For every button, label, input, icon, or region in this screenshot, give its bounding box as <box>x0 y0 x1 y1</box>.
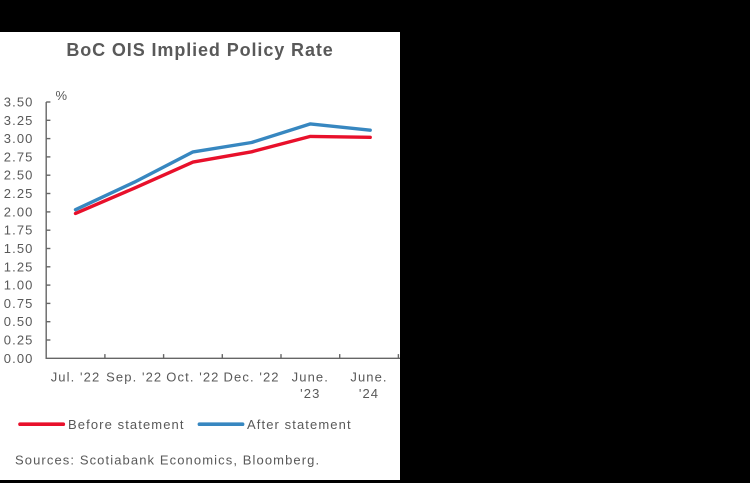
svg-text:0.50: 0.50 <box>4 314 34 329</box>
svg-text:1.00: 1.00 <box>4 278 34 293</box>
svg-text:'23: '23 <box>300 386 320 401</box>
svg-text:After statement: After statement <box>247 417 352 432</box>
svg-text:June.: June. <box>292 369 329 384</box>
svg-text:%: % <box>56 88 68 103</box>
svg-text:Sources: Scotiabank Economics,: Sources: Scotiabank Economics, Bloomberg… <box>15 453 320 468</box>
svg-text:'24: '24 <box>359 386 379 401</box>
svg-text:2.00: 2.00 <box>4 204 34 219</box>
svg-text:3.25: 3.25 <box>4 113 34 128</box>
svg-text:Before statement: Before statement <box>68 417 185 432</box>
svg-text:1.75: 1.75 <box>4 223 34 238</box>
svg-text:3.50: 3.50 <box>4 95 34 110</box>
svg-text:Sep. '22: Sep. '22 <box>106 369 162 384</box>
svg-text:2.50: 2.50 <box>4 168 34 183</box>
svg-text:0.00: 0.00 <box>4 351 34 366</box>
svg-text:1.25: 1.25 <box>4 259 34 274</box>
svg-text:2.75: 2.75 <box>4 149 34 164</box>
svg-text:Dec. '22: Dec. '22 <box>224 369 280 384</box>
svg-text:0.75: 0.75 <box>4 296 34 311</box>
svg-text:Jul. '22: Jul. '22 <box>51 369 101 384</box>
svg-text:Oct. '22: Oct. '22 <box>166 369 219 384</box>
svg-text:1.50: 1.50 <box>4 241 34 256</box>
svg-text:June.: June. <box>350 369 387 384</box>
svg-text:2.25: 2.25 <box>4 186 34 201</box>
svg-text:3.00: 3.00 <box>4 131 34 146</box>
svg-text:0.25: 0.25 <box>4 333 34 348</box>
